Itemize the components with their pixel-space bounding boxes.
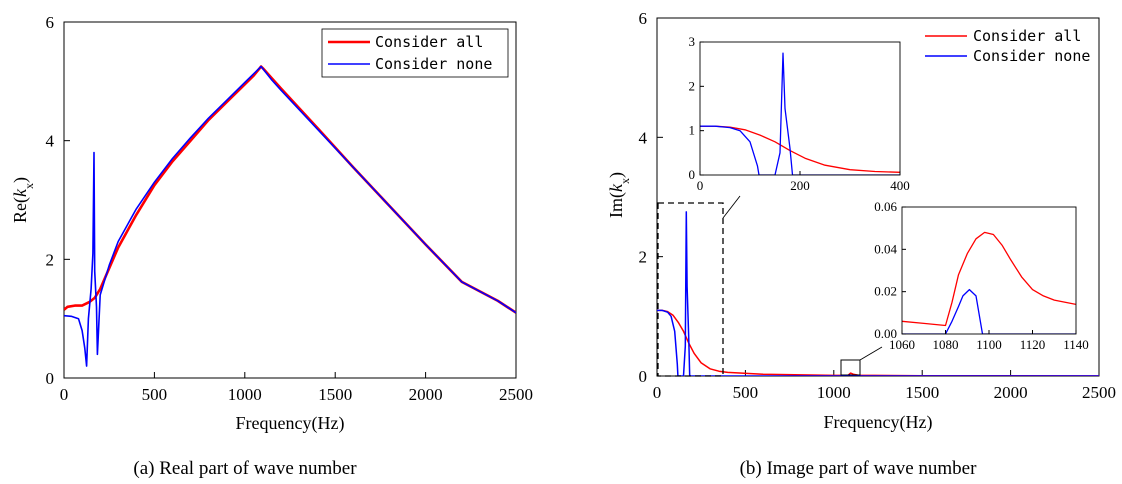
inset-low-xtick-label: 200: [790, 178, 810, 193]
chart-b-legend-label-all: Consider all: [973, 27, 1081, 45]
inset-high-ytick-label: 0.04: [874, 241, 897, 256]
chart-b-legend: Consider all Consider none: [925, 27, 1090, 65]
inset-low-xtick-label: 400: [890, 178, 910, 193]
chart-b-xtick-label: 2500: [1082, 383, 1116, 402]
chart-a-series-consider-all-line: [64, 65, 516, 314]
inset-high-xtick-label: 1080: [933, 337, 959, 352]
inset-low-xtick-label: 0: [697, 178, 704, 193]
chart-b-zoom-leader-high: [859, 346, 883, 361]
chart-a-xtick-label: 500: [142, 385, 168, 404]
chart-a-xtick-label: 0: [60, 385, 69, 404]
inset-high-ytick-label: 0.00: [874, 326, 897, 341]
inset-low-background: [700, 42, 900, 175]
inset-low-ytick-label: 3: [689, 34, 696, 49]
chart-a-xtick-label: 1500: [318, 385, 352, 404]
chart-a-legend: Consider all Consider none: [321, 28, 509, 78]
chart-a-ytick-label: 2: [46, 250, 55, 269]
chart-b-xtick-label: 1500: [905, 383, 939, 402]
chart-b-legend-label-none: Consider none: [973, 47, 1090, 65]
inset-high-xtick-label: 1140: [1063, 337, 1089, 352]
chart-a-ytick-label: 4: [46, 132, 55, 151]
inset-high-ytick-label: 0.02: [874, 284, 897, 299]
chart-a-legend-box: [321, 28, 509, 78]
chart-a-caption: (a) Real part of wave number: [133, 458, 357, 479]
chart-a-xtick-label: 2500: [499, 385, 533, 404]
chart-a-xtick-label: 1000: [228, 385, 262, 404]
chart-a-ylabel: Re(kx): [10, 177, 36, 223]
chart-a-series-consider-none-line: [64, 65, 516, 367]
chart-b-inset-low: 0 200 400 0 1 2 3: [689, 34, 910, 193]
chart-b-ytick-label: 6: [639, 9, 648, 28]
inset-high-series-consider-none-line: [902, 288, 1076, 334]
chart-b-zoom-leader-low: [722, 195, 741, 219]
chart-b-ytick-label: 2: [639, 248, 648, 267]
chart-b-xtick-label: 500: [733, 383, 759, 402]
inset-low-ytick-label: 0: [689, 167, 696, 182]
chart-b-zoom-box-high: [840, 359, 861, 376]
inset-high-ytick-label: 0.06: [874, 199, 897, 214]
chart-b-series-consider-all-line: [657, 309, 1099, 376]
inset-high-series-consider-all-line: [902, 231, 1076, 327]
chart-a-ytick-label: 6: [46, 13, 55, 32]
chart-b-inset-high: 1060 1080 1100 1120 1140 0.00 0.02 0.04 0.06: [874, 199, 1089, 352]
inset-low-series-consider-none-line: [700, 52, 900, 175]
inset-high-xtick-label: 1120: [1020, 337, 1046, 352]
chart-a-xtick-label: 2000: [409, 385, 443, 404]
inset-low-ytick-label: 1: [689, 123, 696, 138]
chart-a-legend-label-none: Consider none: [375, 55, 492, 73]
chart-b-xtick-label: 2000: [994, 383, 1028, 402]
chart-b-ytick-label: 4: [639, 128, 648, 147]
inset-low-ytick-label: 2: [689, 78, 696, 93]
inset-high-background: [902, 207, 1076, 334]
chart-b-ytick-label: 0: [639, 367, 648, 386]
chart-b-caption: (b) Image part of wave number: [740, 458, 978, 479]
inset-high-xtick-label: 1060: [889, 337, 915, 352]
chart-a-ytick-label: 0: [46, 369, 55, 388]
inset-high-xtick-label: 1100: [976, 337, 1002, 352]
chart-b-zoom-box-low: [657, 202, 724, 377]
chart-b-xlabel: Frequency(Hz): [824, 412, 933, 433]
chart-b-xtick-label: 1000: [817, 383, 851, 402]
chart-b-ylabel: Im(kx): [606, 172, 632, 218]
chart-a-xlabel: Frequency(Hz): [236, 413, 345, 434]
chart-a: 0 500 1000 1500 2000 2500 0 2 4 6 Consider all C…: [10, 13, 533, 479]
chart-b-xtick-label: 0: [653, 383, 662, 402]
chart-b: 0 500 1000 1500 2000 2500 0 2 4 6 0 200 400 0 1 2 3 1…: [606, 9, 1116, 479]
chart-a-legend-label-all: Consider all: [375, 33, 483, 51]
chart-a-plot-frame: [63, 21, 517, 379]
